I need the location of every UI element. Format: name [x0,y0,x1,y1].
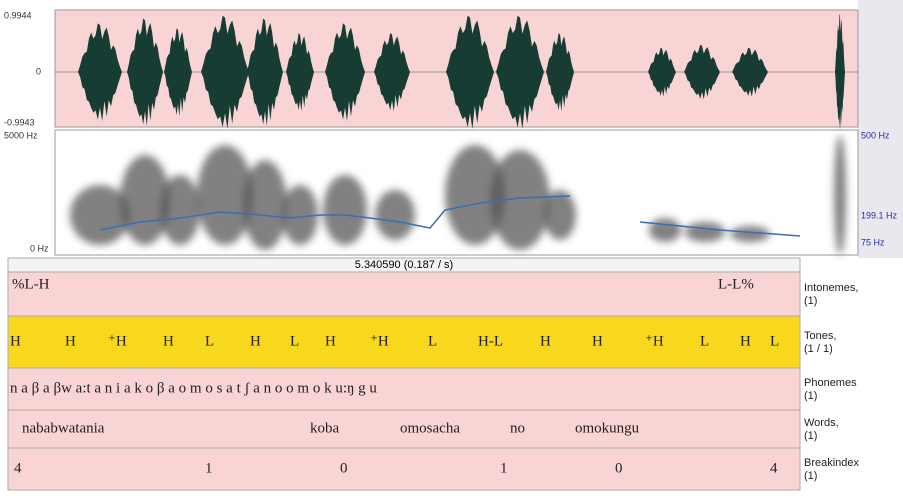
tier-label: 1 [500,460,508,476]
tier-label: L [290,333,299,349]
amp-zero: 0 [36,66,41,76]
tier-label: L-L% [718,276,754,292]
tier-label: ⁺H [108,333,127,349]
tier-label: %L-H [12,276,50,292]
tier-name: Intonemes, [804,282,858,294]
tier-label: ⁺H [645,333,664,349]
tier-label: H [250,333,261,349]
tier-count: (1) [804,295,817,307]
tier-count: (1) [804,430,817,442]
pitch-bottom: 75 Hz [861,237,885,247]
tier-label: 0 [340,460,348,476]
tier[interactable] [8,316,800,368]
tier-label: H [10,333,21,349]
tier-label: koba [310,420,340,436]
tier[interactable] [8,448,800,490]
tier-label: omosacha [400,420,460,436]
tier-label: H [65,333,76,349]
spectral-energy [649,218,681,242]
tier-count: (1) [804,390,817,402]
tier-label: 4 [770,460,778,476]
tier-name: Words, [804,417,839,429]
tier-label: H-L [478,333,503,349]
tier-count: (1) [804,470,817,482]
tier-label: nababwatania [22,420,105,436]
tier-label: L [428,333,437,349]
pitch-top: 500 Hz [861,130,890,140]
tier-label: H [592,333,603,349]
tier-name: Breakindex [804,457,860,469]
spectral-energy [323,175,367,245]
tier-label: L [770,333,779,349]
spectral-energy [160,175,200,245]
tier-label: 1 [205,460,213,476]
tier-label: H [740,333,751,349]
amp-max: 0.9944 [4,10,32,20]
freq-top: 5000 Hz [4,130,38,140]
praat-window: 0.9944 0 -0.9943 5000 Hz 0 Hz 500 Hz 199… [0,0,903,503]
tier-name: Tones, [804,330,836,342]
tier-label: H [325,333,336,349]
tier-label: 0 [615,460,623,476]
tier-label: ⁺H [370,333,389,349]
tier-label: H [163,333,174,349]
amp-min: -0.9943 [4,117,35,127]
spectral-energy [834,135,846,255]
tier-label: 4 [14,460,22,476]
tier-label: no [510,420,525,436]
tier-count: (1 / 1) [804,343,833,355]
tier-name: Phonemes [804,377,857,389]
tier-label: H [540,333,551,349]
cursor-time: 5.340590 (0.187 / s) [355,259,453,271]
spectral-energy [685,222,725,242]
tier-label: omokungu [575,420,640,436]
spectral-energy [243,160,287,250]
tier-label: n a β a βw a:t a n i a k o β a o m o s a… [10,380,377,396]
pitch-mid: 199.1 Hz [861,210,898,220]
tier-label: L [205,333,214,349]
spectral-energy [375,190,415,240]
tier-label: L [700,333,709,349]
tier[interactable] [8,272,800,316]
freq-bottom: 0 Hz [30,243,49,253]
